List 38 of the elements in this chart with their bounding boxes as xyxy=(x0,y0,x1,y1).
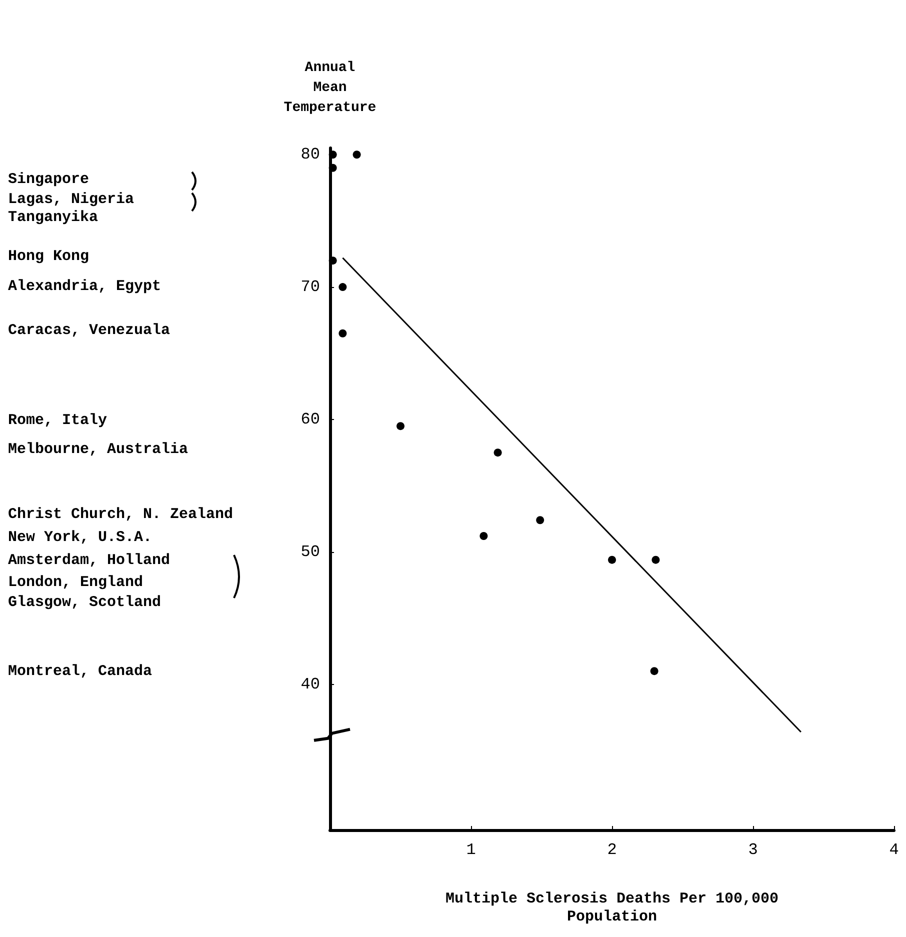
text: Lagas, Nigeria xyxy=(8,191,134,208)
x-axis-title: Multiple Sclerosis Deaths Per 100,000 Population xyxy=(445,890,779,926)
text: New York, U.S.A. xyxy=(8,529,152,546)
text: Caracas, Venezuala xyxy=(8,322,170,339)
x-tick-label: 3 xyxy=(748,841,758,859)
text: Tanganyika xyxy=(8,209,98,226)
y-axis-title: Annual Mean Temperature xyxy=(284,60,376,116)
text: Singapore xyxy=(8,171,90,188)
point xyxy=(328,150,337,159)
point xyxy=(650,667,658,676)
point xyxy=(328,256,337,265)
x-tick-label: 4 xyxy=(889,841,899,859)
y-tick-label: 60 xyxy=(300,410,320,428)
y-tick-label: 50 xyxy=(300,542,320,561)
text: Montreal, Canada xyxy=(8,663,152,680)
x-tick-label: 1 xyxy=(466,841,476,859)
text: Amsterdam, Holland xyxy=(8,552,170,569)
point xyxy=(608,556,616,564)
point xyxy=(480,532,488,540)
text: Rome, Italy xyxy=(8,412,108,429)
point xyxy=(338,283,347,292)
point xyxy=(338,329,347,338)
text: London, England xyxy=(8,574,144,591)
point xyxy=(536,516,544,524)
y-tick-label: 80 xyxy=(300,146,320,164)
text: Melbourne, Australia xyxy=(8,441,188,458)
text: Christ Church, N. Zealand xyxy=(8,506,234,523)
y-tick-label: 70 xyxy=(300,278,320,296)
y-tick-label: 40 xyxy=(300,675,320,694)
text: Alexandria, Egypt xyxy=(8,278,162,295)
point xyxy=(352,150,361,159)
text: Glasgow, Scotland xyxy=(8,594,162,611)
point xyxy=(652,556,660,564)
point xyxy=(396,422,404,430)
text: Hong Kong xyxy=(8,248,90,265)
point xyxy=(328,164,337,172)
point xyxy=(494,448,502,457)
x-tick-label: 2 xyxy=(607,841,617,859)
